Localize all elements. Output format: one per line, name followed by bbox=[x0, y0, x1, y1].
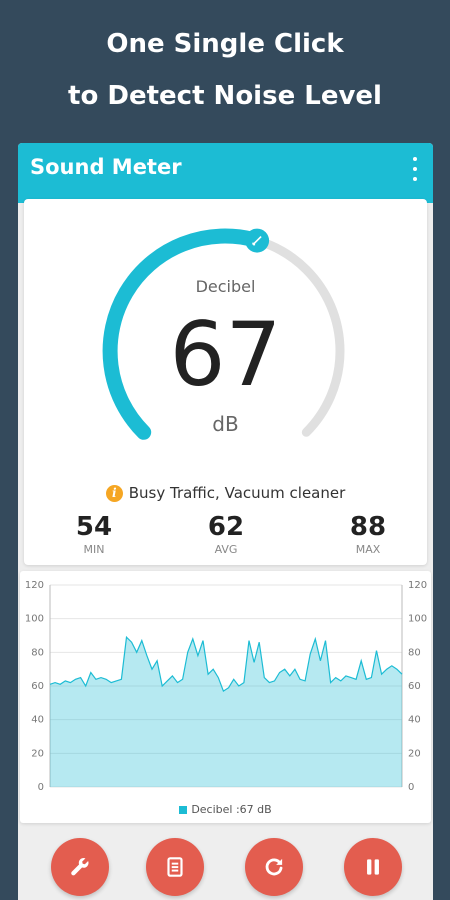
noise-description-text: Busy Traffic, Vacuum cleaner bbox=[128, 484, 346, 502]
y-tick-label-right: 60 bbox=[408, 681, 421, 692]
promo-line-2: to Detect Noise Level bbox=[68, 81, 382, 111]
stat-avg-value: 62 bbox=[207, 512, 245, 542]
decibel-label: Decibel bbox=[195, 277, 256, 296]
decibel-value: 67 bbox=[169, 303, 282, 406]
decibel-line bbox=[49, 635, 403, 693]
legend-swatch bbox=[179, 805, 188, 814]
action-toolbar bbox=[18, 833, 433, 900]
pencil-icon[interactable] bbox=[245, 228, 270, 253]
y-tick-label-left: 100 bbox=[25, 614, 44, 625]
reset-button[interactable] bbox=[245, 838, 303, 896]
y-tick-label-right: 40 bbox=[408, 715, 421, 726]
y-tick-label-left: 80 bbox=[31, 647, 44, 658]
y-tick-label-right: 0 bbox=[408, 782, 414, 793]
stat-avg: 62 AVG bbox=[186, 512, 266, 556]
y-tick-label-right: 20 bbox=[408, 748, 421, 759]
y-tick-label-left: 120 bbox=[25, 580, 44, 591]
y-tick-label-right: 120 bbox=[408, 580, 427, 591]
app-bar: Sound Meter bbox=[18, 143, 433, 203]
stat-max-label: MAX bbox=[355, 543, 381, 556]
more-vert-icon[interactable] bbox=[407, 157, 423, 181]
stat-min: 54 MIN bbox=[54, 512, 134, 556]
y-tick-label-left: 0 bbox=[38, 782, 44, 793]
pause-icon bbox=[367, 859, 379, 875]
y-tick-label-right: 80 bbox=[408, 647, 421, 658]
decibel-unit: dB bbox=[212, 412, 239, 436]
stat-max-value: 88 bbox=[349, 512, 387, 542]
info-icon: i bbox=[105, 484, 123, 502]
gauge-level-arc bbox=[102, 228, 265, 440]
app-title: Sound Meter bbox=[30, 155, 182, 179]
gauge bbox=[102, 228, 345, 440]
stat-avg-label: AVG bbox=[214, 543, 238, 556]
promo-header: One Single Click to Detect Noise Level bbox=[0, 22, 450, 118]
report-icon bbox=[167, 857, 183, 877]
app-screen: Sound Meter Decibel 67 dB i Busy Traffic… bbox=[18, 143, 433, 900]
decibel-chart-card: 0 0 20 20 40 40 60 60 80 80 100 100 120 120 Decibel :… bbox=[20, 571, 431, 823]
stat-min-value: 54 bbox=[75, 512, 113, 542]
y-tick-label-right: 100 bbox=[408, 614, 427, 625]
stat-min-label: MIN bbox=[83, 543, 105, 556]
y-tick-label-left: 60 bbox=[31, 681, 44, 692]
pause-button[interactable] bbox=[344, 838, 402, 896]
decibel-chart: 0 0 20 20 40 40 60 60 80 80 100 100 120 120 bbox=[25, 580, 427, 793]
y-tick-label-left: 20 bbox=[31, 748, 44, 759]
promo-line-1: One Single Click bbox=[106, 29, 344, 59]
y-tick-label-left: 40 bbox=[31, 715, 44, 726]
settings-button[interactable] bbox=[51, 838, 109, 896]
report-button[interactable] bbox=[146, 838, 204, 896]
decibel-area bbox=[50, 637, 402, 787]
refresh-icon bbox=[265, 858, 283, 876]
legend-label: Decibel :67 dB bbox=[191, 803, 272, 816]
noise-description: i Busy Traffic, Vacuum cleaner bbox=[24, 484, 427, 502]
stat-max: 88 MAX bbox=[328, 512, 408, 556]
wrench-icon bbox=[71, 858, 89, 876]
gauge-card: Decibel 67 dB i Busy Traffic, Vacuum cle… bbox=[24, 199, 427, 565]
chart-legend: Decibel :67 dB bbox=[20, 803, 431, 816]
